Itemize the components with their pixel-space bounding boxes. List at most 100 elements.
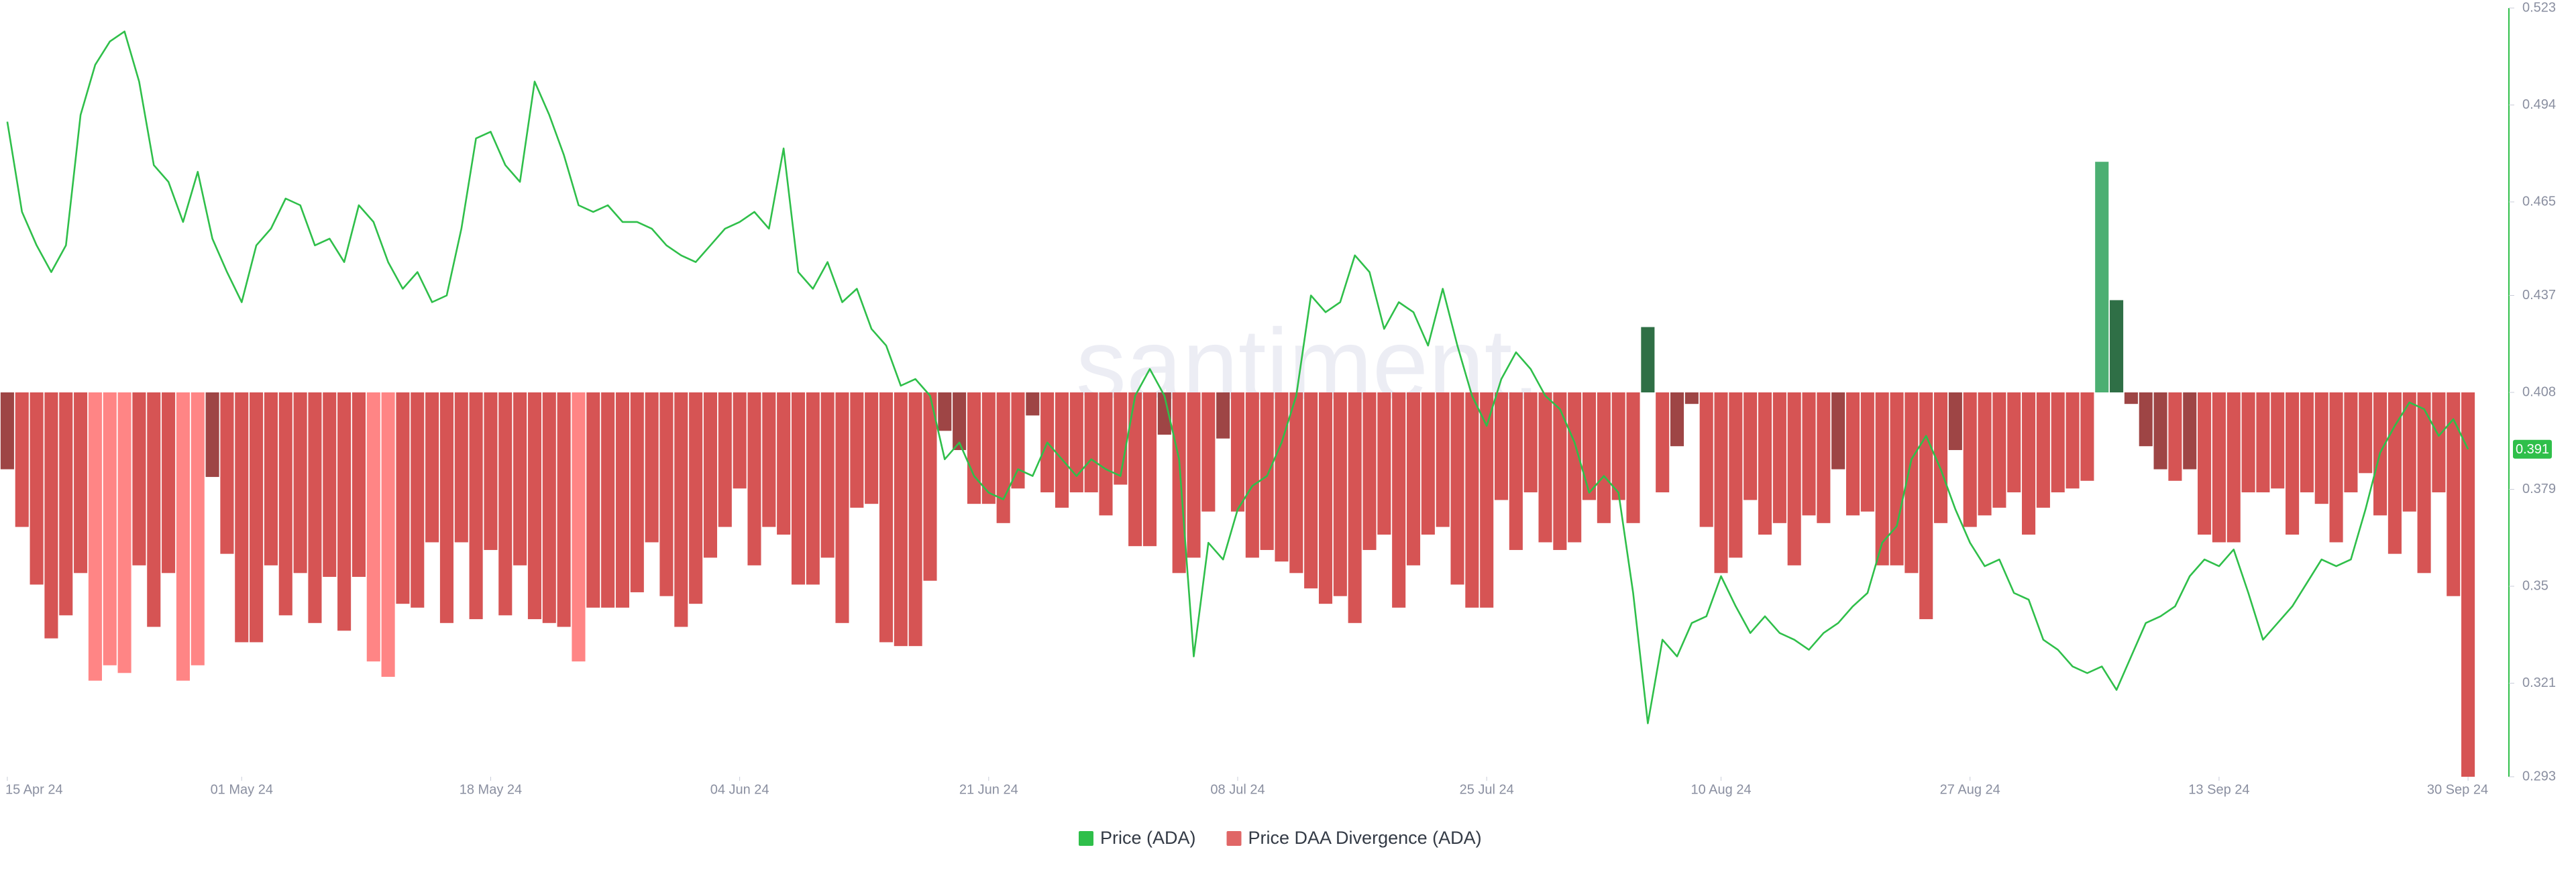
y-tick-label: 0.465 (2522, 194, 2556, 209)
y-tick-label: 0.379 (2522, 482, 2556, 496)
divergence-bar (2461, 392, 2475, 777)
divergence-bar (2212, 392, 2226, 543)
divergence-bar (2256, 392, 2270, 492)
divergence-bar (1348, 392, 1362, 623)
divergence-bar (981, 392, 996, 504)
divergence-bar (806, 392, 820, 585)
legend-swatch (1226, 831, 1242, 846)
divergence-bar (835, 392, 849, 623)
divergence-bar (996, 392, 1010, 523)
divergence-bar (2417, 392, 2431, 574)
divergence-bar (1275, 392, 1289, 562)
divergence-bar (2314, 392, 2328, 504)
divergence-bar (1538, 392, 1552, 543)
divergence-bar (2110, 300, 2124, 392)
divergence-bar (1362, 392, 1377, 550)
divergence-bar (425, 392, 439, 543)
divergence-bar (352, 392, 366, 578)
divergence-bar (30, 392, 44, 585)
divergence-bar (1860, 392, 1874, 512)
divergence-bar (484, 392, 498, 550)
divergence-bar (791, 392, 806, 585)
divergence-bar (2124, 392, 2138, 404)
divergence-bar (1099, 392, 1113, 516)
divergence-bar (1377, 392, 1391, 535)
divergence-bar (2271, 392, 2285, 489)
divergence-bar (513, 392, 527, 565)
divergence-bar (1450, 392, 1464, 585)
divergence-bar (674, 392, 688, 627)
divergence-bar (2007, 392, 2021, 492)
divergence-bar (2022, 392, 2036, 535)
divergence-bar (1611, 392, 1625, 500)
divergence-bar (2329, 392, 2343, 543)
y-tick-label: 0.35 (2522, 578, 2548, 593)
divergence-bar (2153, 392, 2167, 470)
x-tick-label: 18 May 24 (460, 782, 522, 797)
divergence-bar (74, 392, 88, 574)
divergence-bar (938, 392, 952, 431)
x-tick-label: 08 Jul 24 (1210, 782, 1265, 797)
divergence-bar (278, 392, 292, 616)
divergence-bar (923, 392, 937, 581)
divergence-bar (1157, 392, 1171, 435)
divergence-bar (1289, 392, 1303, 574)
divergence-bar (2359, 392, 2373, 474)
divergence-bar (2300, 392, 2314, 492)
divergence-bar (323, 392, 337, 578)
legend-label: Price (ADA) (1100, 828, 1196, 848)
divergence-bar (557, 392, 571, 627)
legend-label: Price DAA Divergence (ADA) (1248, 828, 1482, 848)
divergence-bar (191, 392, 205, 665)
divergence-bar (1011, 392, 1025, 489)
x-tick-label: 15 Apr 24 (5, 782, 63, 797)
divergence-bar (1465, 392, 1479, 608)
x-tick-label: 04 Jun 24 (710, 782, 769, 797)
divergence-bar (1568, 392, 1582, 543)
divergence-bar (2139, 392, 2153, 447)
divergence-bar (1480, 392, 1494, 608)
divergence-bar (1758, 392, 1772, 535)
divergence-bar (615, 392, 630, 608)
divergence-bar (2095, 162, 2109, 392)
price-badge-label: 0.391 (2516, 442, 2549, 457)
divergence-bar (1919, 392, 1933, 620)
y-tick-label: 0.321 (2522, 675, 2556, 690)
divergence-bar (1421, 392, 1435, 535)
divergence-bar (439, 392, 453, 623)
divergence-bar (337, 392, 352, 631)
divergence-bar (162, 392, 176, 574)
divergence-bar (117, 392, 131, 673)
divergence-bar (1963, 392, 1977, 527)
divergence-bar (1055, 392, 1069, 508)
divergence-bar (454, 392, 468, 543)
x-tick-label: 01 May 24 (211, 782, 273, 797)
divergence-bar (1729, 392, 1743, 558)
x-tick-label: 21 Jun 24 (959, 782, 1018, 797)
divergence-bar (1802, 392, 1816, 516)
divergence-bar (689, 392, 703, 604)
x-tick-label: 25 Jul 24 (1460, 782, 1514, 797)
divergence-bar (1934, 392, 1948, 523)
divergence-bar (1494, 392, 1509, 500)
divergence-bar (498, 392, 513, 616)
divergence-bar (1509, 392, 1523, 550)
divergence-bar (1978, 392, 1992, 516)
divergence-bar (1114, 392, 1128, 485)
divergence-bar (1333, 392, 1347, 596)
divergence-bar (601, 392, 615, 608)
y-tick-label: 0.523 (2522, 0, 2556, 15)
divergence-bar (527, 392, 541, 620)
divergence-bar (2080, 392, 2094, 481)
divergence-bar (2198, 392, 2212, 535)
divergence-bar (908, 392, 922, 647)
divergence-bar (1948, 392, 1962, 450)
divergence-bar (1641, 327, 1655, 392)
divergence-bar (630, 392, 644, 592)
divergence-bar (1582, 392, 1597, 500)
divergence-bar (2226, 392, 2241, 543)
divergence-bar (1743, 392, 1758, 500)
divergence-bar (1845, 392, 1860, 516)
